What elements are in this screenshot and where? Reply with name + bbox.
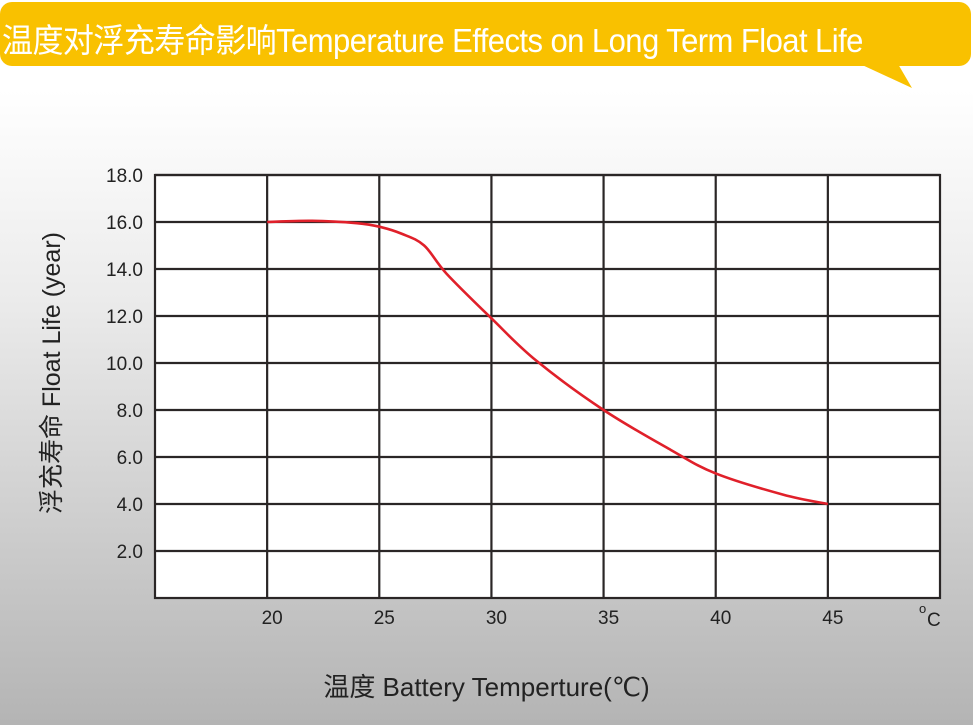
y-tick-label: 2.0	[117, 542, 143, 563]
banner-tail	[860, 64, 912, 88]
y-tick-label: 18.0	[106, 166, 143, 187]
degree-sign: o	[919, 601, 926, 616]
chart-title: 温度对浮充寿命影响Temperature Effects on Long Ter…	[2, 22, 863, 59]
x-tick-label: 45	[822, 608, 843, 629]
x-tick-label: 35	[598, 608, 619, 629]
x-axis-label: 温度 Battery Temperture(℃)	[323, 672, 650, 702]
grid	[153, 173, 942, 600]
x-tick-label: 40	[710, 608, 731, 629]
y-axis-label: 浮充寿命 Float Life (year)	[38, 232, 66, 515]
x-tick-label: 30	[486, 608, 507, 629]
y-tick-label: 8.0	[117, 401, 143, 422]
x-tick-label: 25	[374, 608, 395, 629]
series-line	[267, 219, 829, 506]
y-tick-label: 12.0	[106, 307, 143, 328]
title-banner	[0, 2, 971, 66]
x-tick-label: 20	[262, 608, 283, 629]
y-tick-label: 14.0	[106, 260, 143, 281]
y-tick-label: 6.0	[117, 448, 143, 469]
x-unit-label: C	[927, 610, 941, 631]
y-tick-label: 4.0	[117, 495, 143, 516]
y-tick-label: 16.0	[106, 213, 143, 234]
y-tick-label: 10.0	[106, 354, 143, 375]
plot-area	[153, 173, 942, 600]
tick-labels: 2.0 4.0 6.0 8.0 10.0 12.0 14.0 16.0 18.0 20 25 30 35…	[106, 166, 843, 629]
